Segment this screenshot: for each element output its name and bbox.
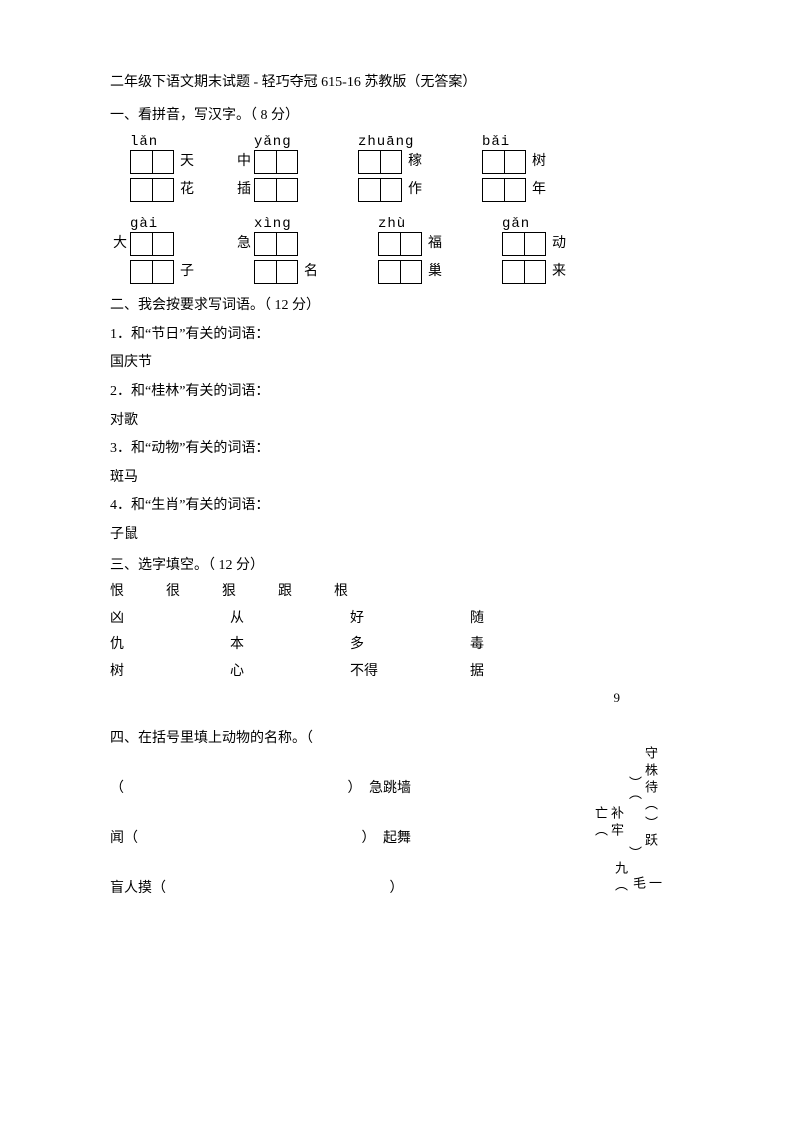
section-3-heading: 三、选字填空。（ 12 分） [110,553,690,580]
q2-1: 1．和“节日”有关的词语： [110,322,690,349]
char-box [502,260,546,284]
char: 动 [552,231,566,258]
vert-text: ）（ [621,776,646,804]
char: 稼 [408,149,422,176]
fill-cell: 据 [470,659,590,686]
char-box [358,150,402,174]
fill-cell: 随 [470,606,590,633]
char: 巢 [428,259,442,286]
char: 来 [552,259,566,286]
pinyin-row-2: gài 大 子 xìng 急 名 zhù 福 巢 gǎn 动 来 [110,211,690,287]
idiom-tail: 急跳墙 [369,781,411,796]
char: 福 [428,231,442,258]
q2-2a: 对歌 [110,408,690,435]
q2-4: 4．和“生肖”有关的词语： [110,493,690,520]
char-box [378,232,422,256]
char-options: 恨 很 狠 跟 根 [110,579,690,606]
pinyin-label: zhuāng [358,129,414,147]
char-box [254,150,298,174]
pinyin-row-1: lǎn 天 花 yǎng 中 插 zhuāng 稼 作 bǎi 树 年 [110,129,690,205]
vert-text: 亡（ [587,806,612,840]
pinyin-col: gài 大 子 [110,211,194,287]
pinyin-label: gǎn [502,211,530,229]
pinyin-label: xìng [254,211,292,229]
pinyin-label: lǎn [130,129,158,147]
section-4: 9 四、在括号里填上动物的名称。（ （ ） 急跳墙 闻（ ） 起舞 盲人摸（ ）… [110,686,690,916]
q2-3: 3．和“动物”有关的词语： [110,436,690,463]
fill-row: 仇 本 多 毒 [110,632,690,659]
fill-cell: 仇 [110,632,230,659]
fill-cell: 心 [230,659,350,686]
char: 插 [234,177,254,204]
q2-2: 2．和“桂林”有关的词语： [110,379,690,406]
paren-close: ） [390,881,404,896]
section-1-heading: 一、看拼音，写汉字。（ 8 分） [110,103,690,130]
char-box [358,178,402,202]
fill-cell: 好 [350,606,470,633]
q2-4a: 子鼠 [110,522,690,549]
pinyin-col: bǎi 树 年 [462,129,546,205]
pinyin-col: zhù 福 巢 [358,211,442,287]
char: 作 [408,177,422,204]
stray-char: 9 [614,686,621,711]
char-box [482,150,526,174]
pinyin-col: xìng 急 名 [234,211,318,287]
fill-cell: 毒 [470,632,590,659]
fill-row: 树 心 不得 据 [110,659,690,686]
q2-1a: 国庆节 [110,350,690,377]
fill-cell: 本 [230,632,350,659]
char: 名 [304,259,318,286]
char-box [130,232,174,256]
char-box [254,178,298,202]
pinyin-label: zhù [378,211,406,229]
char-box [254,260,298,284]
paren-close: ） [348,781,362,796]
fill-cell: 树 [110,659,230,686]
vert-text: ） [621,846,646,863]
char: 中 [234,149,254,176]
paren-open: 盲人摸（ [110,881,166,896]
section-4-heading: 四、在括号里填上动物的名称。（ [110,726,313,753]
char: 年 [532,177,546,204]
char: 急 [234,231,254,258]
paren-open: 闻（ [110,831,138,846]
pinyin-col: gǎn 动 来 [482,211,566,287]
q2-3a: 斑马 [110,465,690,492]
pinyin-label: yǎng [254,129,292,147]
char-box [130,178,174,202]
fill-row: 凶 从 好 随 [110,606,690,633]
idiom-tail: 起舞 [383,831,411,846]
pinyin-col: yǎng 中 插 [234,129,298,205]
fill-cell: 多 [350,632,470,659]
vert-text: 九（ [607,861,632,895]
char: 子 [180,259,194,286]
document-title: 二年级下语文期末试题 - 轻巧夺冠 615-16 苏教版（无答案） [110,70,690,97]
pinyin-col: zhuāng 稼 作 [338,129,422,205]
paren-close: ） [362,831,376,846]
char: 花 [180,177,194,204]
char: 树 [532,149,546,176]
vert-text: 一 [641,876,666,893]
char-box [378,260,422,284]
char: 天 [180,149,194,176]
fill-cell: 从 [230,606,350,633]
paren-open: （ [110,781,124,796]
vert-text: ）跃 [637,816,662,850]
char-box [482,178,526,202]
pinyin-label: gài [130,211,158,229]
fill-cell: 不得 [350,659,470,686]
fill-cell: 凶 [110,606,230,633]
pinyin-label: bǎi [482,129,510,147]
section-2-heading: 二、我会按要求写词语。（ 12 分） [110,293,690,320]
pinyin-col: lǎn 天 花 [110,129,194,205]
char-box [130,260,174,284]
char-box [254,232,298,256]
char-box [502,232,546,256]
char: 大 [110,231,130,258]
char-box [130,150,174,174]
document-page: 二年级下语文期末试题 - 轻巧夺冠 615-16 苏教版（无答案） 一、看拼音，… [0,0,800,956]
